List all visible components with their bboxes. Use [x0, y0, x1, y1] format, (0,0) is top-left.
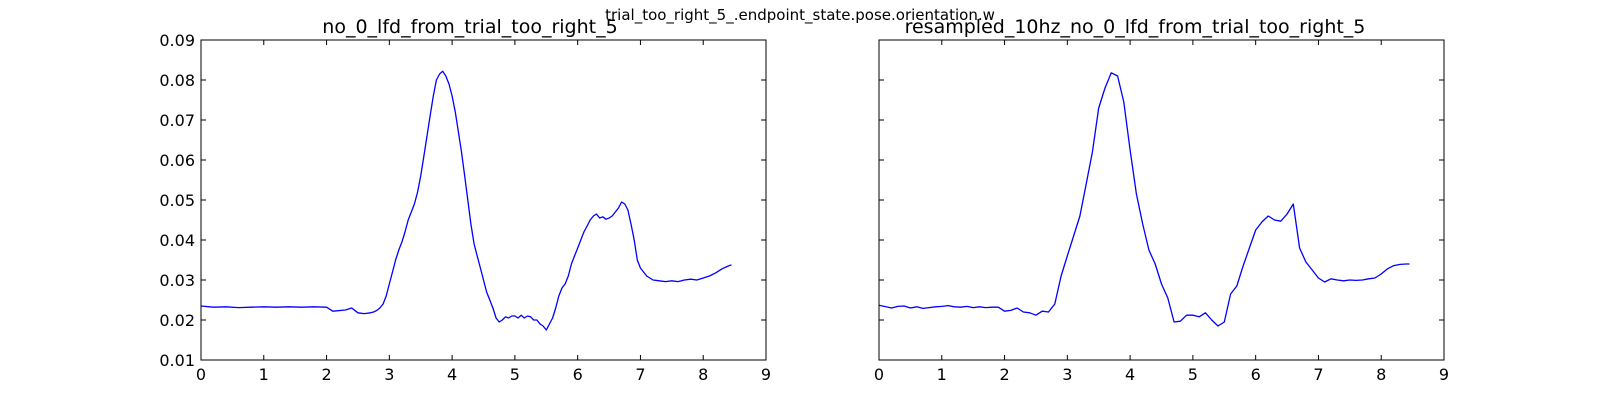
left-subplot-x-tick-label-7: 7 — [635, 365, 645, 384]
left-subplot-y-tick-label-5: 0.06 — [159, 151, 195, 170]
left-subplot-x-tick-label-3: 3 — [384, 365, 394, 384]
left-subplot-y-tick-labels: 0.01 0.02 0.03 0.04 0.05 0.06 0.07 0.08 0.09 — [159, 31, 195, 370]
left-subplot-x-tick-label-5: 5 — [510, 365, 520, 384]
right-subplot-x-tick-label-7: 7 — [1313, 365, 1323, 384]
left-subplot-y-tick-label-1: 0.02 — [159, 311, 195, 330]
left-subplot-x-tick-label-1: 1 — [259, 365, 269, 384]
left-subplot-y-tick-label-7: 0.08 — [159, 71, 195, 90]
left-subplot-frame — [200, 39, 767, 361]
right-subplot-x-tick-label-6: 6 — [1251, 365, 1261, 384]
left-subplot-x-tick-label-4: 4 — [447, 365, 457, 384]
right-subplot-x-tick-label-4: 4 — [1125, 365, 1135, 384]
left-subplot-series-line — [200, 70, 732, 331]
left-subplot-title: no_0_lfd_from_trial_too_right_5 — [322, 16, 617, 38]
right-subplot-series-line — [878, 72, 1410, 327]
left-subplot-ticks — [200, 39, 767, 361]
left-subplot-y-tick-label-4: 0.05 — [159, 191, 195, 210]
right-subplot: resampled_10hz_no_0_lfd_from_trial_too_r… — [874, 16, 1449, 384]
left-subplot-y-tick-label-3: 0.04 — [159, 231, 195, 250]
right-subplot-x-tick-label-2: 2 — [999, 365, 1009, 384]
left-subplot-y-tick-label-2: 0.03 — [159, 271, 195, 290]
left-subplot: no_0_lfd_from_trial_too_right_5 0 1 2 3 4 5 6 7… — [159, 16, 771, 384]
right-subplot-x-tick-label-1: 1 — [937, 365, 947, 384]
right-subplot-x-tick-label-3: 3 — [1062, 365, 1072, 384]
left-subplot-x-tick-label-6: 6 — [573, 365, 583, 384]
left-subplot-x-tick-label-8: 8 — [698, 365, 708, 384]
left-subplot-x-tick-label-0: 0 — [196, 365, 206, 384]
left-subplot-y-tick-label-0: 0.01 — [159, 351, 195, 370]
right-subplot-x-tick-label-8: 8 — [1376, 365, 1386, 384]
right-subplot-x-tick-labels: 0 1 2 3 4 5 6 7 8 9 — [874, 365, 1449, 384]
left-subplot-y-tick-label-8: 0.09 — [159, 31, 195, 50]
right-subplot-frame — [878, 39, 1445, 361]
right-subplot-ticks — [878, 39, 1445, 361]
left-subplot-y-tick-label-6: 0.07 — [159, 111, 195, 130]
figure-suptitle: trial_too_right_5_.endpoint_state.pose.o… — [605, 6, 995, 25]
right-subplot-title: resampled_10hz_no_0_lfd_from_trial_too_r… — [905, 16, 1366, 38]
right-subplot-x-tick-label-0: 0 — [874, 365, 884, 384]
right-subplot-x-tick-label-5: 5 — [1188, 365, 1198, 384]
left-subplot-x-tick-labels: 0 1 2 3 4 5 6 7 8 9 — [196, 365, 771, 384]
left-subplot-x-tick-label-2: 2 — [321, 365, 331, 384]
left-subplot-x-tick-label-9: 9 — [761, 365, 771, 384]
right-subplot-x-tick-label-9: 9 — [1439, 365, 1449, 384]
